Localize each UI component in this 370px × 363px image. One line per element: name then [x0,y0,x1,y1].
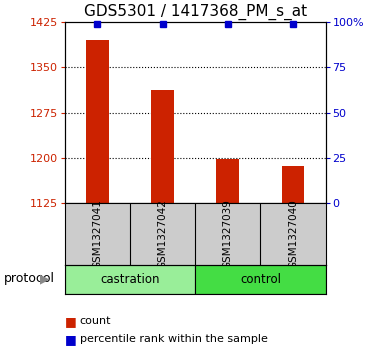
Bar [86,40,109,203]
Text: protocol: protocol [4,272,55,285]
Text: GSM1327040: GSM1327040 [288,199,298,269]
Text: GSM1327041: GSM1327041 [92,199,102,269]
Text: ■: ■ [65,333,77,346]
Title: GDS5301 / 1417368_PM_s_at: GDS5301 / 1417368_PM_s_at [84,4,307,20]
Bar [65,265,195,294]
Text: control: control [240,273,281,286]
Text: percentile rank within the sample: percentile rank within the sample [80,334,268,344]
Text: GSM1327039: GSM1327039 [223,199,233,269]
Text: castration: castration [100,273,160,286]
Text: count: count [80,316,111,326]
Bar [195,265,326,294]
Bar [151,90,174,203]
Text: GSM1327042: GSM1327042 [158,199,168,269]
Bar [216,159,239,203]
Text: ■: ■ [65,315,77,328]
Text: ▶: ▶ [40,272,50,285]
Bar [282,166,305,203]
